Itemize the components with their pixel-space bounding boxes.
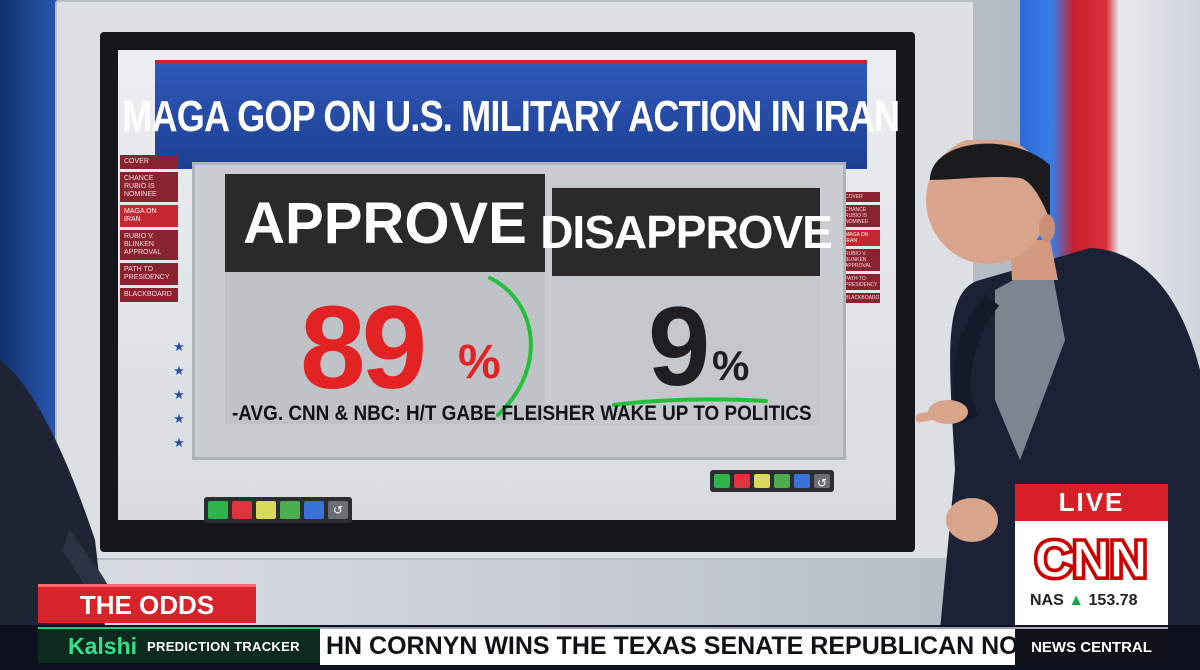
nav-item-chance-rubio-right[interactable]: CHANCE RUBIO IS NOMINEE [842,205,880,227]
nav-item-cover[interactable]: COVER [120,155,178,169]
nav-item-chance-rubio[interactable]: CHANCE RUBIO IS NOMINEE [120,172,178,202]
approve-header: APPROVE [225,174,545,272]
nav-item-blackboard[interactable]: BLACKBOARD [120,288,178,302]
nav-item-maga-on-iran-right[interactable]: MAGA ON IRAN [842,230,880,246]
nav-item-rubio-blinken[interactable]: RUBIO V. BLINKEN APPROVAL [120,230,178,260]
nav-item-maga-on-iran[interactable]: MAGA ON IRAN [120,205,178,227]
disapprove-percent-sign: % [712,342,750,389]
color-swatch[interactable] [304,501,324,519]
nav-item-blackboard-right[interactable]: BLACKBOARD [842,293,880,303]
color-swatch[interactable] [754,474,770,488]
approve-value: 89 [300,282,427,414]
undo-icon[interactable]: ↺ [814,474,830,490]
board-nav-left: COVER CHANCE RUBIO IS NOMINEE MAGA ON IR… [120,155,178,305]
nav-item-rubio-blinken-right[interactable]: RUBIO V. BLINKEN APPROVAL [842,249,880,271]
ticker-text: HN CORNYN WINS THE TEXAS SENATE REPUBLIC… [326,632,1015,660]
kalshi-logo: Kalshi [68,632,138,659]
svg-text:CNN: CNN [1035,531,1148,587]
person-left-silhouette [0,360,118,670]
color-swatch[interactable] [734,474,750,488]
segment-label: THE ODDS [38,584,256,623]
graphic-title: MAGA GOP ON U.S. MILITARY ACTION IN IRAN [122,91,901,141]
telestrator-underline [612,397,768,407]
color-swatch[interactable] [256,501,276,519]
cnn-logo: CNN CNN [1030,527,1153,587]
color-swatch[interactable] [714,474,730,488]
color-swatch[interactable] [208,501,228,519]
sponsor-block: Kalshi PREDICTION TRACKER [38,627,320,663]
telestrator-toolbar-right: ↺ [710,470,834,492]
telestrator-toolbar-left: ↺ [204,497,352,523]
graphic-title-banner: MAGA GOP ON U.S. MILITARY ACTION IN IRAN [123,60,900,169]
live-badge: LIVE [1015,484,1168,521]
poll-source: -AVG. CNN & NBC: H/T GABE FLEISHER WAKE … [232,402,812,425]
telestrator-arc [488,276,533,417]
index-value: 153.78 [1088,592,1138,609]
up-arrow-icon: ▲ [1068,592,1085,609]
market-index: NAS ▲ 153.78 [1030,592,1137,610]
nav-item-cover-right[interactable]: COVER [842,192,880,202]
index-name: NAS [1030,592,1064,609]
news-ticker: HN CORNYN WINS THE TEXAS SENATE REPUBLIC… [320,627,1015,665]
approve-percent-sign: % [458,336,501,389]
color-swatch[interactable] [794,474,810,488]
cnn-wordmark: CNN [1035,531,1148,587]
prediction-tracker-label: PREDICTION TRACKER [147,638,300,654]
color-swatch[interactable] [280,501,300,519]
board-nav-right: COVER CHANCE RUBIO IS NOMINEE MAGA ON IR… [842,192,880,306]
color-swatch[interactable] [774,474,790,488]
news-central-label: NEWS CENTRAL [1015,627,1168,665]
nav-item-path-presidency-right[interactable]: PATH TO PRESIDENCY [842,274,880,290]
nav-item-path-presidency[interactable]: PATH TO PRESIDENCY [120,263,178,285]
color-swatch[interactable] [232,501,252,519]
stars-decoration-left: ★ ★ ★ ★ ★ [173,339,185,450]
undo-icon[interactable]: ↺ [328,501,348,519]
disapprove-value: 9 [648,284,711,409]
disapprove-header: DISAPPROVE [540,188,833,276]
